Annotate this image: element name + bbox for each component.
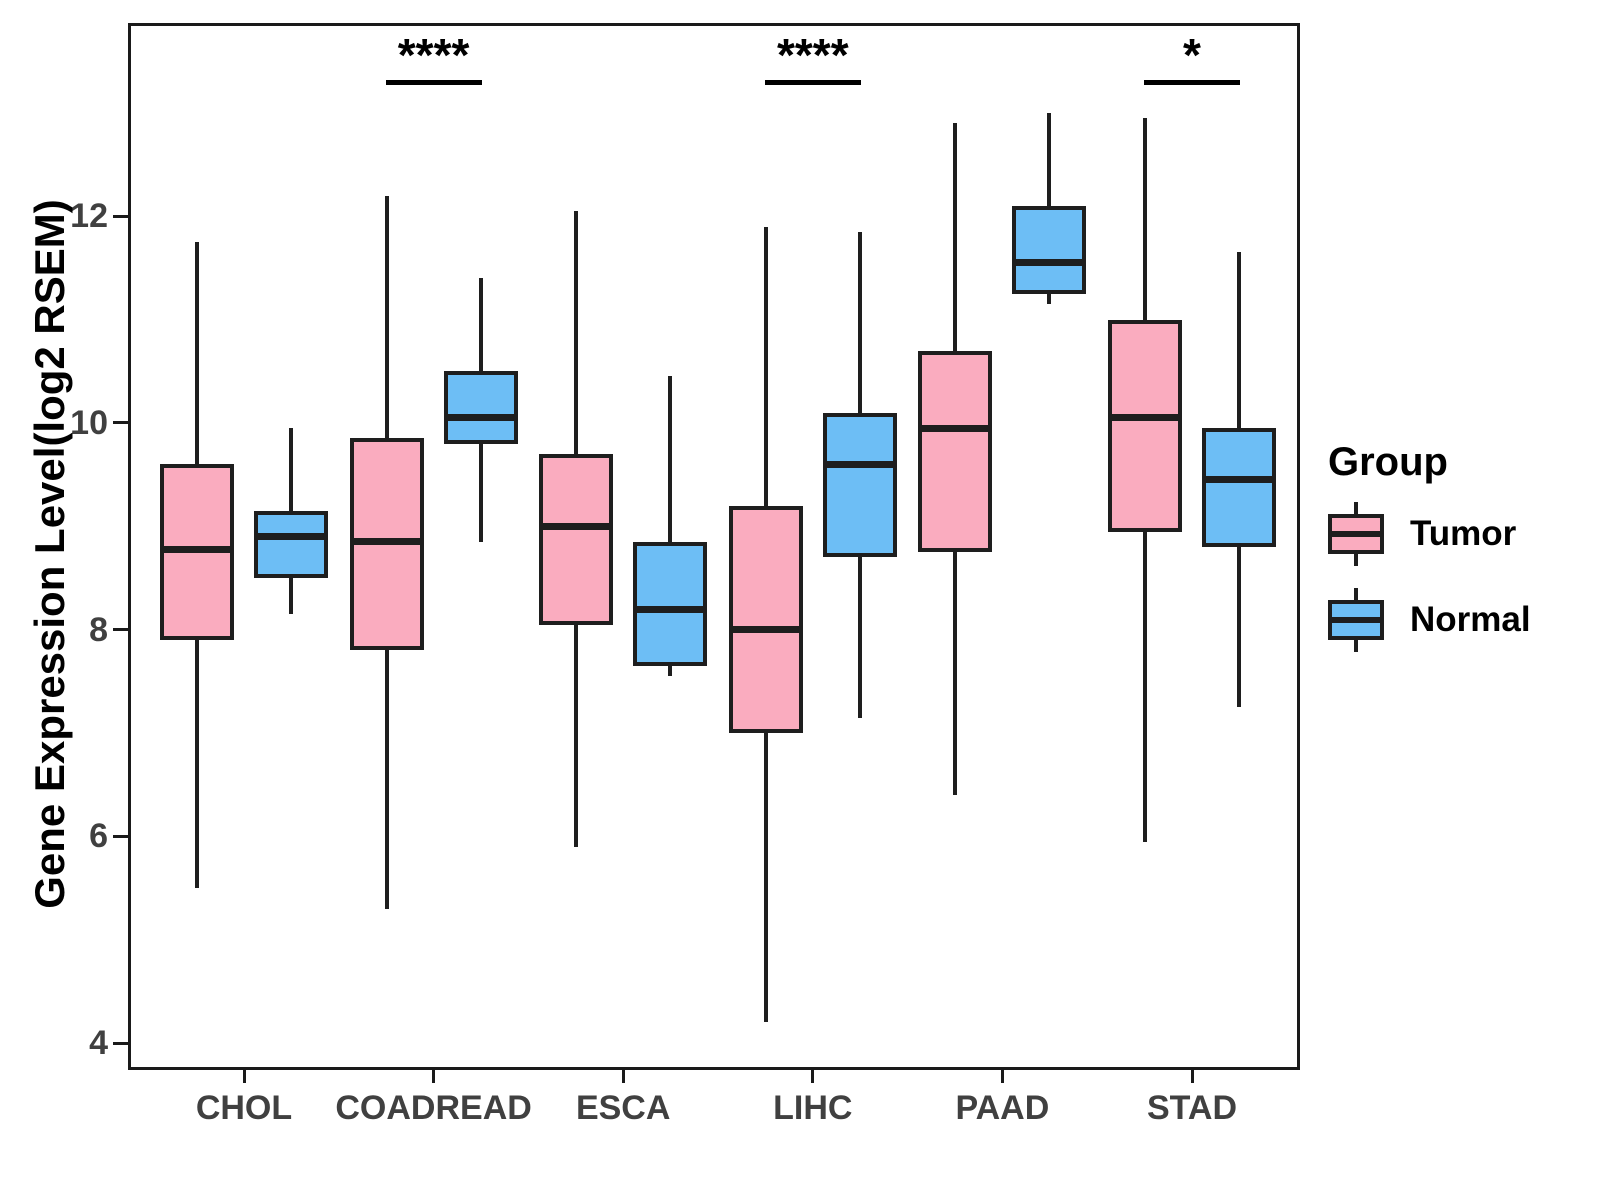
y-tick-mark <box>113 834 128 838</box>
box-normal-coadread <box>443 371 518 444</box>
lower-whisker-tumor-coadread <box>384 650 389 909</box>
median-tumor-esca <box>539 522 614 530</box>
lower-whisker-normal-chol <box>289 578 293 615</box>
x-tick-mark <box>1190 1070 1194 1083</box>
significance-bar-lihc <box>764 80 861 85</box>
tumor-boxplot-key-icon <box>1328 502 1384 566</box>
median-tumor-lihc <box>728 626 803 634</box>
lower-whisker-tumor-esca <box>574 624 579 847</box>
box-normal-stad <box>1202 428 1276 548</box>
upper-whisker-tumor-coadread <box>384 195 389 439</box>
y-tick-label: 6 <box>89 817 108 856</box>
upper-whisker-normal-chol <box>289 428 293 511</box>
significance-stars-lihc: **** <box>776 29 849 81</box>
significance-bar-stad <box>1144 80 1240 85</box>
median-normal-coadread <box>443 414 518 422</box>
lower-whisker-tumor-lihc <box>763 733 768 1023</box>
upper-whisker-tumor-paad <box>953 123 958 351</box>
y-tick-label: 4 <box>89 1024 108 1063</box>
upper-whisker-normal-stad <box>1237 252 1241 429</box>
upper-whisker-normal-coadread <box>478 278 483 372</box>
significance-bar-coadread <box>385 80 482 85</box>
median-tumor-paad <box>918 424 993 432</box>
lower-whisker-normal-esca <box>668 665 673 677</box>
median-normal-esca <box>633 605 708 613</box>
upper-whisker-normal-paad <box>1047 112 1052 206</box>
box-normal-paad <box>1012 205 1087 294</box>
lower-whisker-normal-stad <box>1237 547 1241 708</box>
legend-label-normal: Normal <box>1410 600 1531 639</box>
x-tick-label: COADREAD <box>335 1089 532 1127</box>
lower-whisker-tumor-stad <box>1143 531 1147 842</box>
median-normal-stad <box>1202 476 1276 484</box>
median-tumor-chol <box>160 545 234 553</box>
box-tumor-paad <box>918 350 993 553</box>
lower-whisker-normal-coadread <box>478 443 483 542</box>
x-tick-label: ESCA <box>575 1089 671 1127</box>
upper-whisker-normal-lihc <box>857 231 862 413</box>
median-tumor-stad <box>1108 414 1182 422</box>
median-normal-chol <box>254 533 328 541</box>
upper-whisker-normal-esca <box>668 376 673 542</box>
box-tumor-esca <box>539 453 614 625</box>
box-tumor-stad <box>1108 319 1182 532</box>
legend: Group Tumor Normal <box>1328 438 1592 674</box>
x-tick-label: PAAD <box>955 1089 1050 1127</box>
y-tick-mark <box>113 1041 128 1045</box>
median-tumor-coadread <box>349 538 424 546</box>
box-normal-lihc <box>822 412 897 558</box>
x-tick-label: LIHC <box>773 1089 853 1127</box>
y-tick-mark <box>113 628 128 632</box>
x-tick-mark <box>242 1070 246 1083</box>
y-tick-mark <box>113 421 128 425</box>
y-tick-label: 12 <box>70 197 108 236</box>
box-tumor-lihc <box>728 505 803 734</box>
normal-boxplot-key-icon <box>1328 588 1384 652</box>
legend-entry-tumor: Tumor <box>1328 502 1592 566</box>
y-tick-label: 8 <box>89 610 108 649</box>
y-tick-mark <box>113 214 128 218</box>
x-tick-label: CHOL <box>195 1089 293 1127</box>
x-tick-mark <box>621 1070 625 1083</box>
legend-entry-normal: Normal <box>1328 588 1592 652</box>
x-tick-label: STAD <box>1146 1089 1238 1127</box>
lower-whisker-tumor-paad <box>953 552 958 796</box>
upper-whisker-tumor-esca <box>574 211 579 454</box>
significance-stars-stad: * <box>1183 29 1201 81</box>
upper-whisker-tumor-stad <box>1143 118 1147 320</box>
upper-whisker-tumor-chol <box>195 242 199 465</box>
lower-whisker-tumor-chol <box>195 640 199 889</box>
y-tick-label: 10 <box>70 403 108 442</box>
lower-whisker-normal-lihc <box>857 557 862 718</box>
x-tick-mark <box>432 1070 436 1083</box>
legend-label-tumor: Tumor <box>1410 514 1517 553</box>
upper-whisker-tumor-lihc <box>763 226 768 506</box>
box-normal-chol <box>254 510 328 578</box>
x-tick-mark <box>1000 1070 1004 1083</box>
box-normal-esca <box>633 541 708 666</box>
x-tick-mark <box>811 1070 815 1083</box>
significance-stars-coadread: **** <box>397 29 470 81</box>
lower-whisker-normal-paad <box>1047 293 1052 305</box>
median-normal-lihc <box>822 460 897 468</box>
median-normal-paad <box>1012 259 1087 267</box>
legend-title: Group <box>1328 440 1448 484</box>
